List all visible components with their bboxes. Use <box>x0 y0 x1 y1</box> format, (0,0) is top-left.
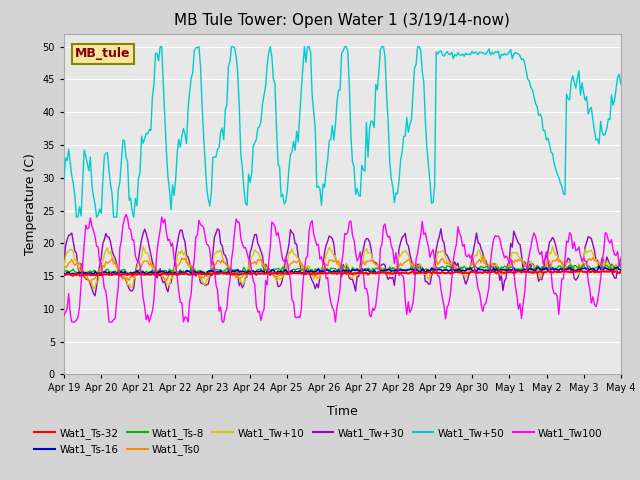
Title: MB Tule Tower: Open Water 1 (3/19/14-now): MB Tule Tower: Open Water 1 (3/19/14-now… <box>175 13 510 28</box>
Y-axis label: Temperature (C): Temperature (C) <box>24 153 37 255</box>
Text: Time: Time <box>327 405 358 418</box>
Legend: Wat1_Ts-32, Wat1_Ts-16, Wat1_Ts-8, Wat1_Ts0, Wat1_Tw+10, Wat1_Tw+30, Wat1_Tw+50,: Wat1_Ts-32, Wat1_Ts-16, Wat1_Ts-8, Wat1_… <box>30 424 607 459</box>
Text: MB_tule: MB_tule <box>75 48 131 60</box>
